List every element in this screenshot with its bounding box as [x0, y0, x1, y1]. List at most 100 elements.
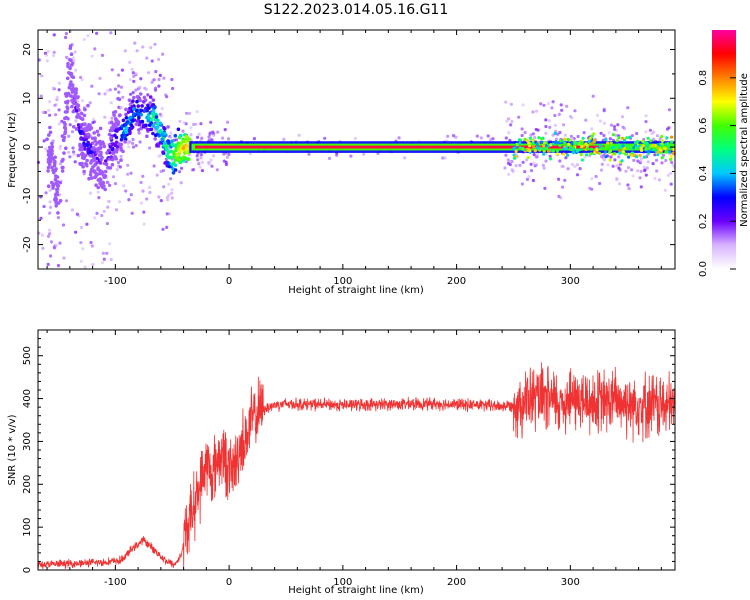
spectrogram-point — [641, 144, 645, 148]
spectrogram-point — [621, 144, 625, 148]
spectrogram-point — [124, 126, 129, 131]
snr-xlabel: Height of straight line (km) — [288, 585, 424, 596]
spectrogram-point — [100, 170, 105, 174]
spectrogram-point — [46, 184, 51, 188]
spectrogram-point — [615, 164, 619, 168]
spectrogram-point — [93, 136, 97, 140]
spectrogram-point — [57, 81, 62, 85]
spectrogram-point — [618, 148, 622, 153]
spectrogram-point — [173, 133, 178, 138]
spectrogram-point — [542, 152, 546, 156]
spectrogram-point — [140, 104, 144, 108]
spectrogram-point — [42, 204, 46, 209]
spectrogram-point — [575, 149, 580, 153]
spectrogram-point — [177, 135, 182, 140]
spectrogram-point — [506, 158, 510, 162]
spectrogram-point — [47, 162, 52, 167]
spectrogram-point — [157, 77, 161, 82]
spectrogram-point — [507, 131, 511, 135]
spectrogram-point — [561, 185, 565, 189]
spectrogram-point — [489, 138, 493, 142]
spectrogram-point — [192, 168, 196, 172]
spectrogram-point — [40, 74, 44, 78]
snr-ytick-label: 0 — [22, 567, 33, 573]
spectrogram-point — [41, 110, 46, 114]
spectrogram-point — [124, 130, 129, 134]
spectrogram-point — [523, 137, 527, 141]
spectrogram-point — [90, 84, 94, 88]
spectrogram-point — [116, 120, 121, 125]
spectrogram-point — [562, 147, 566, 151]
spectrogram-point — [97, 196, 101, 200]
spectrogram-point — [66, 64, 70, 69]
spectrogram-point — [60, 134, 65, 138]
spectrogram-point — [98, 178, 103, 182]
spectrogram-point — [615, 177, 619, 182]
spectrogram-point — [167, 182, 171, 186]
spectrogram-point — [580, 158, 585, 162]
spectrogram-point — [617, 182, 622, 186]
spectrogram-point — [170, 139, 174, 143]
spectrogram-point — [64, 115, 68, 120]
spectrogram-point — [176, 157, 181, 162]
spectrogram-point — [207, 137, 211, 141]
spectrogram-point — [84, 162, 89, 167]
spectrogram-point — [517, 138, 522, 142]
spectrogram-point — [46, 169, 50, 173]
spectrogram-point — [553, 113, 557, 118]
spectrogram-point — [197, 162, 201, 166]
spectrogram-point — [52, 50, 56, 54]
spectrogram-point — [105, 151, 109, 155]
spectrogram-point — [635, 131, 639, 136]
spectrogram-point — [397, 136, 401, 140]
spectrogram-point — [154, 86, 158, 90]
spectrogram-point — [541, 163, 546, 167]
spectrogram-point — [544, 159, 548, 163]
spectrogram-point — [578, 148, 582, 152]
spectrogram-point — [215, 168, 219, 172]
spectrogram-point — [656, 153, 660, 157]
spectrogram-point — [166, 198, 170, 202]
spectrogram-point — [124, 189, 128, 193]
spectrogram-point — [73, 95, 77, 99]
spectrogram-point — [504, 100, 508, 104]
spectrogram-point — [114, 208, 119, 212]
spectrogram-point — [98, 126, 103, 131]
spectrogram-point — [227, 137, 231, 141]
spectrogram-point — [349, 154, 353, 158]
spectrogram-point — [620, 115, 625, 119]
spectrogram-point — [227, 152, 231, 157]
spectrogram-point — [646, 160, 650, 164]
spectrogram-point — [82, 113, 87, 118]
spectrogram-point — [49, 205, 53, 209]
spectrogram-point — [70, 90, 75, 94]
spectrogram-point — [73, 50, 77, 54]
spectrogram-point — [509, 123, 513, 127]
spectrogram-point — [145, 197, 149, 201]
spectrogram-point — [57, 88, 61, 92]
spectrogram-point — [65, 105, 69, 109]
spectrogram-point — [626, 166, 631, 170]
spectrogram-point — [131, 141, 135, 145]
spectrogram-point — [180, 166, 184, 170]
spectrogram-point — [109, 155, 113, 159]
spectrogram-point — [551, 142, 555, 146]
spectrogram-point — [669, 171, 673, 175]
spectrogram-point — [91, 263, 95, 267]
spectrogram-point — [54, 197, 59, 202]
spectrogram-point — [621, 136, 625, 140]
spectrogram-point — [626, 183, 630, 187]
spectrogram-point — [555, 152, 560, 156]
spectrogram-point — [518, 163, 522, 167]
spectrogram-point — [631, 174, 635, 178]
spectrogram-point — [120, 68, 124, 72]
spectrogram-point — [138, 140, 142, 144]
spectrogram-point — [47, 133, 51, 137]
spectrogram-point — [80, 147, 84, 152]
spectrogram-point — [55, 180, 60, 184]
spectrogram-point — [165, 95, 169, 99]
spectrogram-point — [670, 140, 674, 144]
spectrogram-point — [129, 193, 133, 197]
spectrogram-point — [69, 73, 74, 77]
